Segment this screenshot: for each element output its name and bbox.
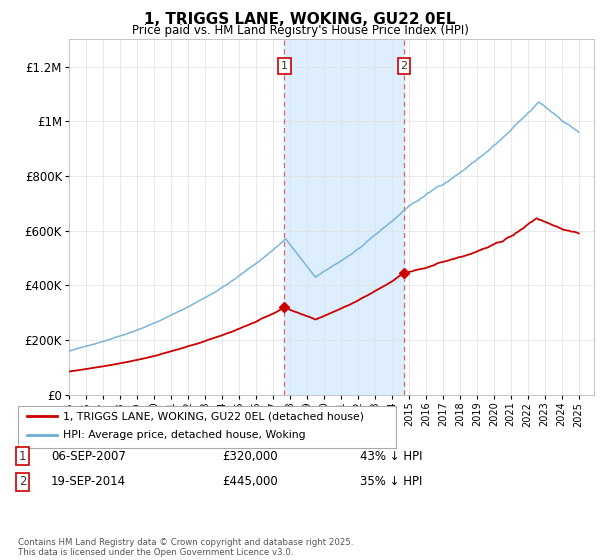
Text: 19-SEP-2014: 19-SEP-2014 bbox=[51, 475, 126, 488]
Text: £320,000: £320,000 bbox=[222, 450, 278, 463]
Text: 2: 2 bbox=[19, 475, 26, 488]
Text: £445,000: £445,000 bbox=[222, 475, 278, 488]
Text: 1, TRIGGS LANE, WOKING, GU22 0EL: 1, TRIGGS LANE, WOKING, GU22 0EL bbox=[144, 12, 456, 27]
Text: 43% ↓ HPI: 43% ↓ HPI bbox=[360, 450, 422, 463]
Text: Price paid vs. HM Land Registry's House Price Index (HPI): Price paid vs. HM Land Registry's House … bbox=[131, 24, 469, 37]
Text: Contains HM Land Registry data © Crown copyright and database right 2025.
This d: Contains HM Land Registry data © Crown c… bbox=[18, 538, 353, 557]
Text: 1, TRIGGS LANE, WOKING, GU22 0EL (detached house): 1, TRIGGS LANE, WOKING, GU22 0EL (detach… bbox=[63, 411, 364, 421]
Text: 1: 1 bbox=[281, 61, 288, 71]
Text: HPI: Average price, detached house, Woking: HPI: Average price, detached house, Woki… bbox=[63, 430, 305, 440]
Text: 35% ↓ HPI: 35% ↓ HPI bbox=[360, 475, 422, 488]
Bar bbox=[284, 39, 404, 395]
Text: 06-SEP-2007: 06-SEP-2007 bbox=[51, 450, 126, 463]
Text: 1: 1 bbox=[19, 450, 26, 463]
Text: 2: 2 bbox=[400, 61, 407, 71]
